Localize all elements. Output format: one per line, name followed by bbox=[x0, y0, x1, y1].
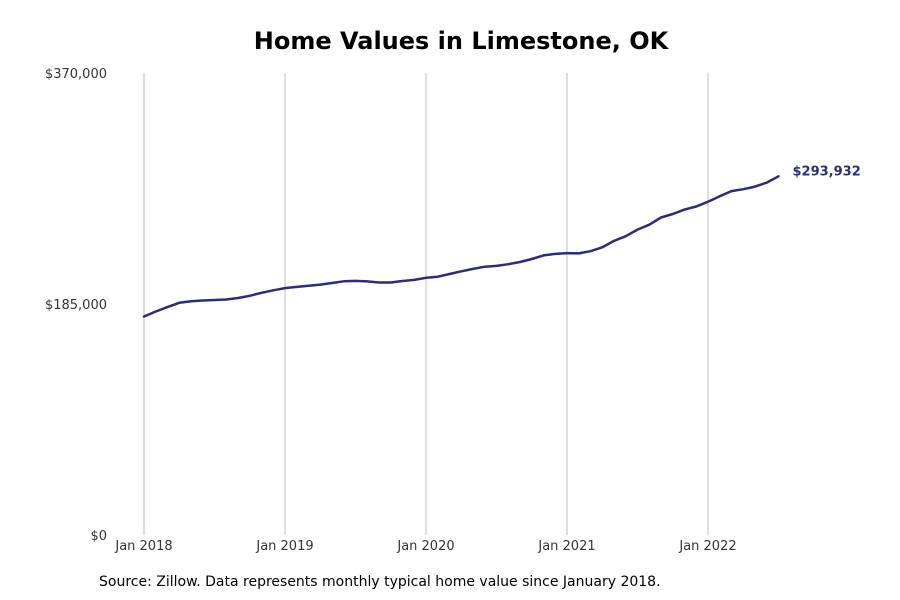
x-tick-label: Jan 2020 bbox=[396, 539, 454, 554]
end-value-label: $293,932 bbox=[793, 164, 861, 179]
x-tick-label: Jan 2021 bbox=[537, 539, 595, 554]
x-tick-label: Jan 2018 bbox=[114, 539, 172, 554]
x-axis-ticks: Jan 2018 Jan 2019 Jan 2020 Jan 2021 Jan 2022 bbox=[114, 539, 736, 554]
x-tick-label: Jan 2019 bbox=[255, 539, 313, 554]
y-tick-label: $185,000 bbox=[45, 298, 107, 313]
x-tick-label: Jan 2022 bbox=[678, 539, 736, 554]
chart-title: Home Values in Limestone, OK bbox=[253, 27, 669, 55]
source-note: Source: Zillow. Data represents monthly … bbox=[99, 574, 661, 590]
y-tick-label: $0 bbox=[90, 529, 107, 544]
series-line-home-value bbox=[142, 175, 780, 318]
y-axis-ticks: $0 $185,000 $370,000 bbox=[45, 67, 107, 544]
y-tick-label: $370,000 bbox=[45, 67, 107, 82]
grid-lines bbox=[143, 73, 709, 535]
